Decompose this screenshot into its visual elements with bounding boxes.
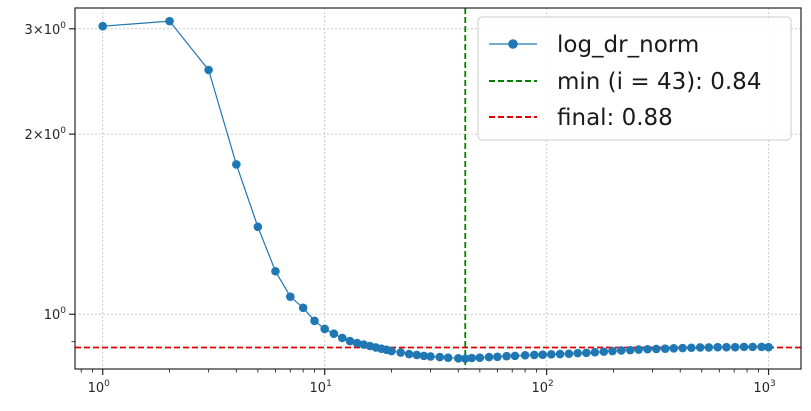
data-point (704, 343, 714, 352)
data-point (298, 303, 308, 313)
legend-label-series: log_dr_norm (557, 32, 699, 58)
data-point (435, 352, 445, 362)
data-point (320, 324, 329, 334)
data-point (713, 342, 723, 352)
data-point (352, 338, 362, 348)
data-point (165, 16, 174, 26)
data-point (253, 222, 263, 232)
data-point (454, 354, 463, 363)
data-point (722, 342, 731, 352)
data-point (573, 348, 582, 358)
data-point (669, 344, 679, 353)
data-point (493, 352, 502, 362)
data-point (599, 347, 609, 356)
data-point (404, 349, 414, 359)
data-point (764, 342, 773, 352)
y-tick-label: 2×100 (25, 126, 67, 143)
y-axis-ticks: 3×100 2×100 100 (25, 21, 75, 323)
legend-label-min: min (i = 43): 0.84 (557, 69, 761, 95)
legend-item-series: log_dr_norm (489, 32, 699, 58)
data-point (530, 350, 539, 360)
data-point (547, 350, 556, 359)
data-point (204, 65, 213, 75)
data-point (678, 343, 687, 353)
x-axis-ticks: 100 101 102 103 (88, 369, 776, 396)
x-tick-label: 100 (88, 379, 111, 396)
data-point (475, 353, 485, 363)
data-point (484, 352, 494, 362)
series-group (98, 16, 773, 363)
data-point (564, 349, 574, 359)
data-point (412, 350, 422, 360)
data-point (555, 349, 565, 359)
plot-frame (74, 7, 802, 370)
legend-box (477, 16, 792, 141)
data-point (643, 344, 652, 354)
data-point (387, 346, 396, 356)
data-point (467, 353, 477, 363)
data-point (730, 342, 740, 352)
legend-item-min: min (i = 43): 0.84 (489, 69, 761, 95)
data-point (396, 348, 405, 357)
data-point (337, 333, 347, 343)
data-point (748, 342, 757, 352)
x-tick-label: 103 (753, 379, 775, 396)
data-point (695, 343, 705, 352)
legend-marker-icon (508, 39, 518, 49)
legend-item-final: final: 0.88 (489, 105, 673, 131)
data-point (538, 350, 547, 359)
x-tick-label: 102 (531, 379, 553, 396)
data-point (520, 350, 530, 360)
data-point (271, 266, 280, 276)
data-point (757, 342, 766, 352)
y-tick-label: 100 (44, 306, 67, 323)
legend: log_dr_norm min (i = 43): 0.84 final: 0.… (477, 16, 792, 141)
data-point (652, 344, 661, 354)
data-point (286, 292, 295, 301)
data-point (443, 353, 453, 363)
data-point (426, 352, 435, 361)
legend-label-final: final: 0.88 (557, 105, 673, 131)
y-tick-label: 3×100 (25, 21, 67, 38)
data-point (634, 345, 644, 354)
data-point (617, 346, 626, 355)
data-point (608, 346, 617, 356)
data-point (345, 336, 355, 346)
x-tick-label: 101 (310, 379, 332, 396)
data-point (419, 351, 429, 361)
data-point (460, 354, 470, 363)
data-point (232, 160, 241, 169)
data-point (502, 351, 511, 361)
data-point (687, 343, 696, 353)
data-point (660, 344, 670, 353)
data-point (625, 345, 635, 355)
data-point (310, 316, 319, 326)
data-point (510, 351, 520, 361)
data-point (329, 329, 339, 338)
data-point (98, 21, 108, 31)
data-point (590, 347, 600, 357)
data-point (582, 348, 591, 358)
data-point (739, 342, 749, 352)
